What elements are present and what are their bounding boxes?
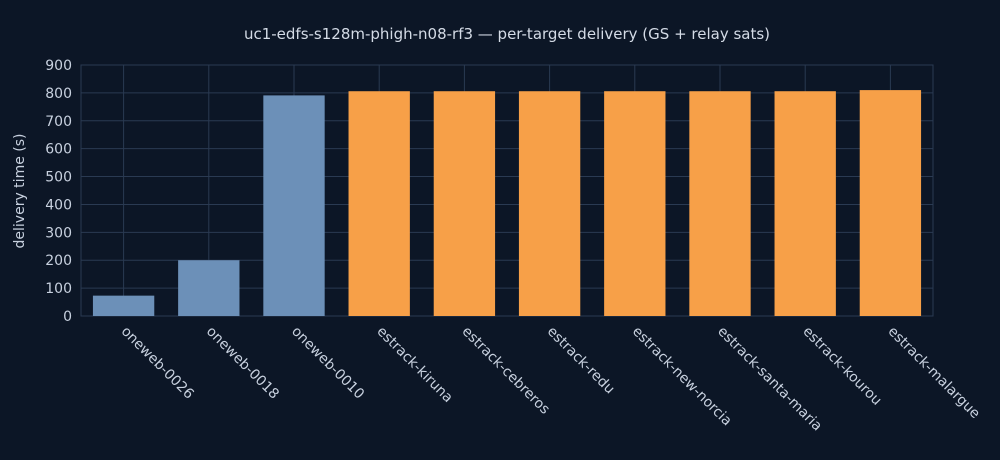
bar-oneweb-0026[interactable]	[92, 295, 155, 316]
bar-estrack-kiruna[interactable]	[348, 91, 410, 317]
x-axis-ticks: oneweb-0026 oneweb-0018 oneweb-0010 estrack…	[118, 324, 983, 435]
y-tick-label: 300	[45, 225, 72, 241]
y-tick-label: 900	[45, 58, 72, 74]
x-tick-label: oneweb-0018	[203, 324, 282, 403]
bar-estrack-santa-maria[interactable]	[689, 91, 751, 317]
bar-oneweb-0010[interactable]	[263, 95, 325, 316]
bar-oneweb-0018[interactable]	[178, 260, 240, 316]
y-tick-label: 700	[45, 114, 72, 130]
y-tick-label: 0	[63, 309, 72, 325]
chart-title: uc1-edfs-s128m-phigh-n08-rf3 — per-targe…	[244, 25, 770, 43]
y-tick-label: 200	[45, 253, 72, 269]
y-tick-label: 400	[45, 197, 72, 213]
x-tick-label: estrack-malargue	[885, 324, 983, 422]
x-tick-label: estrack-kiruna	[373, 324, 455, 406]
x-tick-label: oneweb-0010	[288, 324, 367, 403]
y-axis-title: delivery time (s)	[12, 134, 28, 249]
bars	[92, 90, 922, 317]
y-tick-label: 800	[45, 86, 72, 102]
bar-estrack-malargue[interactable]	[859, 90, 922, 316]
plot-frame	[80, 64, 934, 317]
y-axis-ticks: 0 100 200 300 400 500 600 700 800 900	[45, 58, 72, 325]
y-tick-label: 100	[45, 281, 72, 297]
x-tick-label: estrack-redu	[544, 324, 618, 398]
x-tick-label: estrack-cebreros	[459, 324, 553, 418]
x-tick-label: oneweb-0026	[118, 324, 197, 403]
bar-estrack-redu[interactable]	[518, 91, 581, 317]
bar-estrack-kourou[interactable]	[774, 91, 836, 317]
bar-estrack-new-norcia[interactable]	[604, 91, 666, 317]
y-tick-label: 500	[45, 170, 72, 186]
x-tick-label: estrack-kourou	[799, 324, 884, 409]
bar-estrack-cebreros[interactable]	[433, 91, 496, 317]
y-tick-label: 600	[45, 142, 72, 158]
